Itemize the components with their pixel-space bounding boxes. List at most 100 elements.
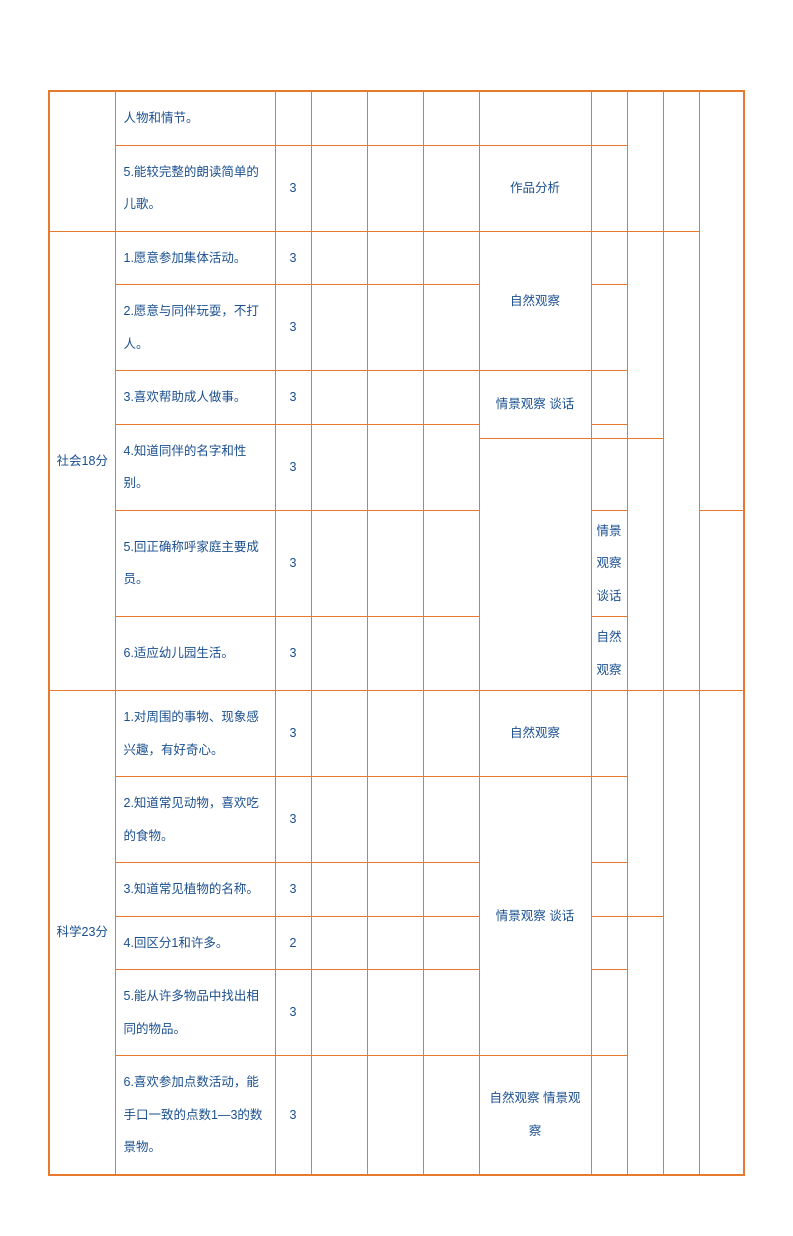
method-cell: 自然观察 情景观察 [479, 1056, 591, 1175]
empty-cell [591, 145, 627, 231]
method-cell [479, 438, 591, 691]
empty-cell [423, 617, 479, 691]
desc-cell: 3.喜欢帮助成人做事。 [115, 371, 275, 425]
method-cell: 情景观察 谈话 [591, 510, 627, 617]
empty-cell [627, 691, 663, 917]
method-cell: 情景观察 谈话 [479, 777, 591, 1056]
empty-cell [699, 510, 744, 691]
empty-cell [367, 617, 423, 691]
empty-cell [367, 91, 423, 145]
document-page: 人物和情节。 5.能较完整的朗读简单的儿歌。 3 作品分析 社会18分 1.愿意… [0, 0, 793, 1236]
empty-cell [311, 371, 367, 425]
score-cell: 3 [275, 371, 311, 425]
method-cell [479, 91, 591, 145]
score-cell: 3 [275, 617, 311, 691]
table-row: 社会18分 1.愿意参加集体活动。 3 自然观察 [49, 231, 744, 285]
empty-cell [423, 863, 479, 917]
empty-cell [663, 691, 699, 1175]
desc-cell: 人物和情节。 [115, 91, 275, 145]
empty-cell [423, 145, 479, 231]
empty-cell [367, 691, 423, 777]
empty-cell [627, 91, 663, 231]
desc-cell: 2.知道常见动物，喜欢吃的食物。 [115, 777, 275, 863]
score-cell: 3 [275, 285, 311, 371]
assessment-table: 人物和情节。 5.能较完整的朗读简单的儿歌。 3 作品分析 社会18分 1.愿意… [48, 90, 745, 1176]
empty-cell [591, 91, 627, 145]
table-row: 科学23分 1.对周围的事物、现象感兴趣，有好奇心。 3 自然观察 [49, 691, 744, 777]
empty-cell [367, 285, 423, 371]
empty-cell [367, 1056, 423, 1175]
score-cell: 2 [275, 916, 311, 970]
empty-cell [663, 231, 699, 691]
empty-cell [367, 510, 423, 617]
empty-cell [311, 691, 367, 777]
empty-cell [311, 777, 367, 863]
method-cell: 自然观察 [479, 691, 591, 777]
empty-cell [591, 371, 627, 425]
empty-cell [423, 1056, 479, 1175]
empty-cell [423, 777, 479, 863]
desc-cell: 5.回正确称呼家庭主要成员。 [115, 510, 275, 617]
score-cell: 3 [275, 863, 311, 917]
empty-cell [627, 438, 663, 691]
empty-cell [311, 231, 367, 285]
table-row: 4.回区分1和许多。 2 [49, 916, 744, 970]
empty-cell [423, 371, 479, 425]
empty-cell [367, 863, 423, 917]
score-cell: 3 [275, 231, 311, 285]
desc-cell: 2.愿意与同伴玩耍，不打人。 [115, 285, 275, 371]
empty-cell [591, 916, 627, 970]
category-cell: 社会18分 [49, 231, 115, 691]
score-cell: 3 [275, 691, 311, 777]
empty-cell [423, 424, 479, 510]
empty-cell [367, 424, 423, 510]
empty-cell [591, 777, 627, 863]
desc-cell: 4.回区分1和许多。 [115, 916, 275, 970]
empty-cell [627, 231, 663, 438]
desc-cell: 6.喜欢参加点数活动，能手口一致的点数1—3的数景物。 [115, 1056, 275, 1175]
desc-cell: 5.能较完整的朗读简单的儿歌。 [115, 145, 275, 231]
score-cell: 3 [275, 510, 311, 617]
empty-cell [367, 371, 423, 425]
empty-cell [311, 970, 367, 1056]
empty-cell [423, 285, 479, 371]
desc-cell: 6.适应幼儿园生活。 [115, 617, 275, 691]
empty-cell [367, 777, 423, 863]
method-cell: 作品分析 [479, 145, 591, 231]
method-cell: 自然观察 [591, 617, 627, 691]
category-cell [49, 91, 115, 231]
empty-cell [367, 970, 423, 1056]
score-cell [275, 91, 311, 145]
score-cell: 3 [275, 424, 311, 510]
empty-cell [311, 145, 367, 231]
empty-cell [627, 916, 663, 1175]
method-cell: 情景观察 谈话 [479, 371, 591, 439]
score-cell: 3 [275, 1056, 311, 1175]
empty-cell [591, 231, 627, 285]
empty-cell [367, 916, 423, 970]
empty-cell [311, 91, 367, 145]
score-cell: 3 [275, 145, 311, 231]
empty-cell [367, 145, 423, 231]
empty-cell [591, 438, 627, 510]
desc-cell: 1.对周围的事物、现象感兴趣，有好奇心。 [115, 691, 275, 777]
empty-cell [423, 691, 479, 777]
desc-cell: 5.能从许多物品中找出相同的物品。 [115, 970, 275, 1056]
score-cell: 3 [275, 777, 311, 863]
empty-cell [311, 285, 367, 371]
empty-cell [311, 1056, 367, 1175]
empty-cell [311, 916, 367, 970]
empty-cell [423, 510, 479, 617]
empty-cell [591, 970, 627, 1056]
empty-cell [311, 617, 367, 691]
method-cell: 自然观察 [479, 231, 591, 371]
empty-cell [591, 863, 627, 917]
empty-cell [423, 231, 479, 285]
desc-cell: 3.知道常见植物的名称。 [115, 863, 275, 917]
score-cell: 3 [275, 970, 311, 1056]
category-cell: 科学23分 [49, 691, 115, 1175]
desc-cell: 1.愿意参加集体活动。 [115, 231, 275, 285]
empty-cell [423, 970, 479, 1056]
empty-cell [591, 424, 627, 438]
empty-cell [423, 916, 479, 970]
